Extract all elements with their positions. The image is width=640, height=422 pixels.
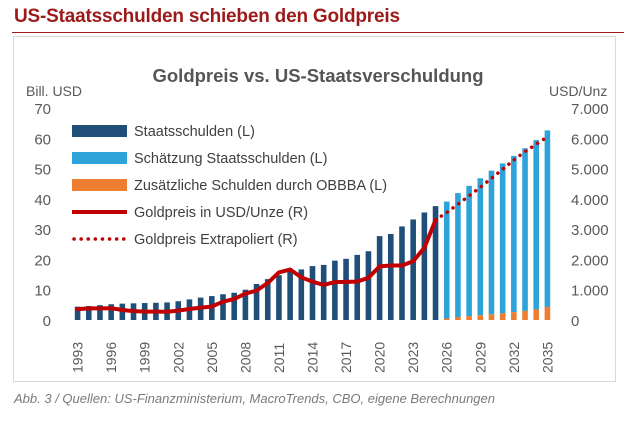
bar-staatsschulden-2020 <box>376 236 383 320</box>
x-tick-label: 2002 <box>170 342 186 373</box>
bar-schaetzung-2031 <box>499 163 506 314</box>
y-tick-label: 20 <box>34 252 51 269</box>
y2-tick-label: 7.000 <box>571 101 609 118</box>
bar-staatsschulden-1994 <box>85 306 92 320</box>
y2-axis-label: USD/Unz <box>549 83 607 99</box>
y2-tick-label: 4.000 <box>571 192 609 209</box>
bar-staatsschulden-2019 <box>365 251 372 320</box>
x-tick-label: 1999 <box>137 342 153 373</box>
bar-staatsschulden-2018 <box>354 254 361 320</box>
y-tick-label: 40 <box>34 192 51 209</box>
legend-label: Schätzung Staatsschulden (L) <box>134 151 327 167</box>
x-tick-label: 2008 <box>237 342 253 373</box>
bar-staatsschulden-2007 <box>231 292 237 320</box>
bar-staatsschulden-2013 <box>298 269 305 320</box>
line-goldpreis <box>75 218 438 314</box>
legend-label: Staatsschulden (L) <box>134 124 255 140</box>
y2-tick-label: 6.000 <box>571 131 609 148</box>
bar-layer <box>74 130 551 320</box>
x-tick-label: 2005 <box>204 342 220 373</box>
legend-swatch <box>72 152 127 164</box>
y-axis-label: Bill. USD <box>26 83 82 99</box>
y2-tick-label: 0 <box>571 313 579 330</box>
source-caption: Abb. 3 / Quellen: US-Finanzministerium, … <box>14 391 495 406</box>
bar-staatsschulden-2016 <box>332 260 338 320</box>
bar-schaetzung-2030 <box>488 170 495 315</box>
legend-label: Zusätzliche Schulden durch OBBBA (L) <box>134 178 387 194</box>
x-tick-label: 2029 <box>472 342 488 373</box>
bar-staatsschulden-2009 <box>253 283 260 320</box>
x-tick-label: 2014 <box>305 342 321 373</box>
x-tick-label: 2011 <box>271 343 287 373</box>
bar-staatsschulden-2012 <box>287 271 293 320</box>
y-tick-label: 10 <box>34 283 51 300</box>
bar-schaetzung-2034 <box>533 140 540 310</box>
bar-schaetzung-2026 <box>443 201 450 319</box>
bar-obbba-2031 <box>499 313 506 320</box>
bar-obbba-2028 <box>466 316 472 320</box>
y-tick-label: 0 <box>43 313 51 330</box>
bar-staatsschulden-2011 <box>276 275 282 320</box>
bar-obbba-2032 <box>511 312 517 320</box>
bar-obbba-2026 <box>443 318 450 320</box>
bar-staatsschulden-1993 <box>74 306 81 320</box>
bar-schaetzung-2033 <box>522 148 528 311</box>
bar-obbba-2033 <box>522 310 528 320</box>
x-tick-label: 2035 <box>539 342 555 373</box>
x-tick-label: 2020 <box>372 342 388 373</box>
headline-rule <box>12 32 624 33</box>
bar-staatsschulden-1996 <box>108 304 114 320</box>
bar-schaetzung-2029 <box>477 178 484 316</box>
legend-label: Goldpreis in USD/Unze (R) <box>134 205 308 221</box>
bar-staatsschulden-2025 <box>432 206 439 320</box>
bar-staatsschulden-2008 <box>242 289 249 320</box>
bar-staatsschulden-2022 <box>399 226 405 320</box>
x-tick-label: 1993 <box>70 342 86 373</box>
bar-schaetzung-2028 <box>466 185 472 317</box>
x-tick-label: 2023 <box>405 342 421 373</box>
legend: Staatsschulden (L) Schätzung Staatsschuld… <box>72 124 387 248</box>
bar-obbba-2027 <box>455 316 461 320</box>
legend-swatch <box>72 179 127 191</box>
y2-tick-label: 2.000 <box>571 252 609 269</box>
bar-obbba-2029 <box>477 315 484 320</box>
y-tick-label: 30 <box>34 222 51 239</box>
y2-tick-label: 5.000 <box>571 162 609 179</box>
legend-swatch <box>72 125 127 137</box>
bar-obbba-2034 <box>533 309 540 320</box>
legend-label: Goldpreis Extrapoliert (R) <box>134 232 298 248</box>
bar-obbba-2030 <box>488 314 495 320</box>
bar-staatsschulden-2023 <box>410 219 416 320</box>
y2-tick-label: 1.000 <box>571 283 609 300</box>
chart-title: Goldpreis vs. US-Staatsverschuldung <box>152 65 483 86</box>
bar-staatsschulden-2015 <box>320 264 327 320</box>
x-tick-label: 2032 <box>506 342 522 373</box>
bar-staatsschulden-2010 <box>264 279 271 320</box>
bar-staatsschulden-1995 <box>97 305 103 320</box>
bar-staatsschulden-2017 <box>343 258 349 320</box>
y2-axis-ticks: 0 1.000 2.000 3.000 4.000 5.000 6.000 7.000 <box>571 101 609 330</box>
y-tick-label: 50 <box>34 162 51 179</box>
bar-schaetzung-2035 <box>544 130 551 307</box>
bar-obbba-2035 <box>544 306 551 320</box>
bar-schaetzung-2027 <box>455 193 461 317</box>
headline: US-Staatsschulden schieben den Goldpreis <box>14 6 400 27</box>
x-tick-label: 2026 <box>439 342 455 373</box>
y-tick-label: 60 <box>34 131 51 148</box>
bar-staatsschulden-2021 <box>388 233 394 320</box>
bar-staatsschulden-2006 <box>220 294 226 320</box>
line-goldpreis-extrapoliert <box>433 135 550 222</box>
bar-schaetzung-2032 <box>511 155 517 313</box>
y-tick-label: 70 <box>34 101 51 118</box>
x-tick-label: 1996 <box>103 342 119 373</box>
bar-staatsschulden-2014 <box>309 266 316 320</box>
x-tick-label: 2017 <box>338 342 354 373</box>
x-axis-ticks: 1993 1996 1999 2002 2005 2008 2011 2014 2017 2020… <box>70 342 556 373</box>
y-axis-ticks: 0 10 20 30 40 50 60 70 <box>34 101 51 330</box>
line-layer <box>75 135 550 314</box>
bar-staatsschulden-2024 <box>421 212 428 320</box>
y2-tick-label: 3.000 <box>571 222 609 239</box>
